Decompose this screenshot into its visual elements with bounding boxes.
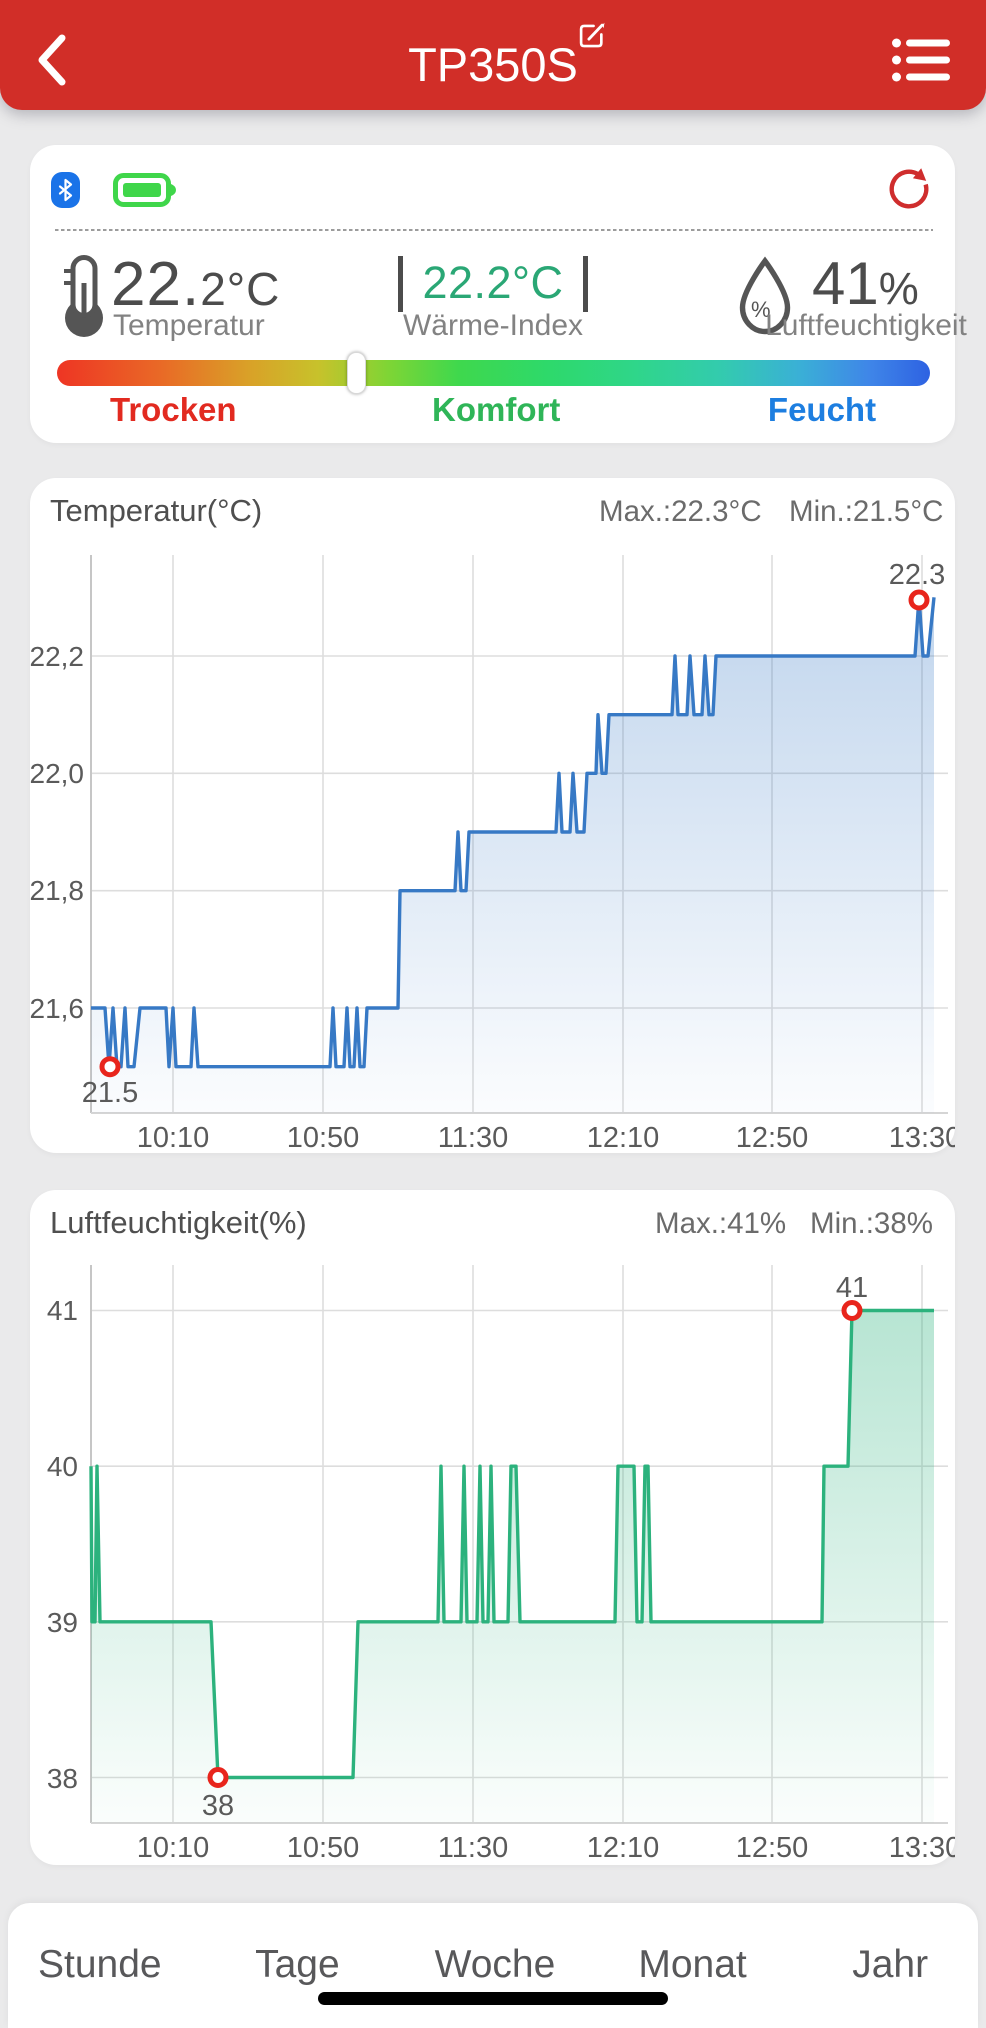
svg-text:21.5: 21.5 [82, 1077, 138, 1109]
svg-text:12:10: 12:10 [587, 1122, 660, 1153]
svg-text:38: 38 [47, 1763, 78, 1794]
svg-text:38: 38 [202, 1790, 234, 1822]
svg-text:39: 39 [47, 1607, 78, 1638]
svg-text:40: 40 [47, 1451, 78, 1482]
svg-text:41: 41 [47, 1295, 78, 1326]
svg-text:12:10: 12:10 [587, 1832, 660, 1864]
svg-text:Min.:21.5°C: Min.:21.5°C [789, 495, 943, 528]
svg-text:Max.:41%: Max.:41% [655, 1207, 786, 1240]
svg-text:Max.:22.3°C: Max.:22.3°C [599, 495, 762, 528]
svg-text:%: % [751, 297, 771, 322]
svg-text:13:30: 13:30 [889, 1122, 955, 1153]
svg-text:11:30: 11:30 [438, 1832, 508, 1864]
svg-text:11:30: 11:30 [438, 1122, 508, 1153]
svg-text:Temperatur(°C): Temperatur(°C) [50, 493, 262, 528]
svg-text:22,2: 22,2 [30, 641, 84, 672]
svg-text:10:50: 10:50 [287, 1122, 360, 1153]
svg-text:10:10: 10:10 [137, 1832, 210, 1864]
svg-text:21,8: 21,8 [30, 875, 84, 906]
svg-text:22,0: 22,0 [30, 758, 84, 789]
svg-text:12:50: 12:50 [736, 1122, 809, 1153]
svg-text:21,6: 21,6 [30, 993, 84, 1024]
svg-text:22.3: 22.3 [889, 559, 945, 591]
svg-text:13:30: 13:30 [889, 1832, 955, 1864]
svg-text:12:50: 12:50 [736, 1832, 809, 1864]
svg-text:10:10: 10:10 [137, 1122, 210, 1153]
svg-text:10:50: 10:50 [287, 1832, 360, 1864]
svg-text:Luftfeuchtigkeit(%): Luftfeuchtigkeit(%) [50, 1205, 307, 1240]
svg-text:Min.:38%: Min.:38% [810, 1207, 933, 1240]
svg-text:41: 41 [836, 1272, 868, 1304]
